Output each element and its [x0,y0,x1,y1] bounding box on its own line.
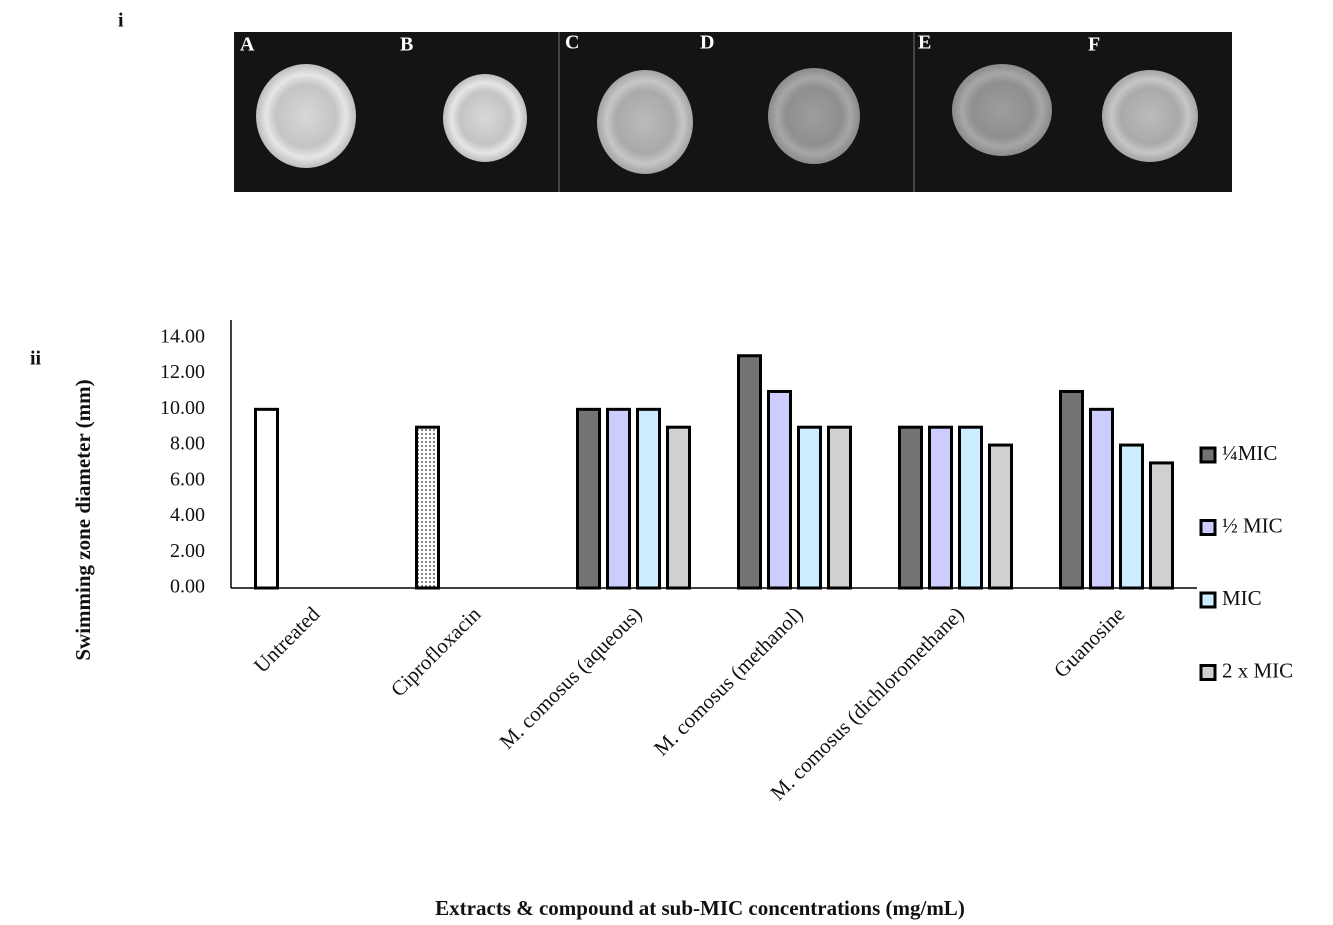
colony [256,64,356,168]
legend-swatch [1201,593,1215,607]
legend-swatch [1201,521,1215,535]
bar [829,427,851,588]
colony [952,64,1052,156]
bar [1151,463,1173,588]
photo-label: B [400,34,413,56]
bar [1091,409,1113,588]
bar [930,427,952,588]
y-tick-label: 4.00 [170,504,205,526]
x-tick-label: Ciprofloxacin [386,602,486,702]
bar [638,409,660,588]
colony [597,70,693,174]
y-axis-title: Swimming zone diameter (mm) [71,379,95,660]
photo: A B C D E F [234,32,1232,192]
legend-label: 2 x MIC [1222,658,1293,682]
y-tick-label: 6.00 [170,468,205,490]
x-tick-label: M. comosus (aqueous) [495,602,647,754]
figure: i ii A B C D E F Swimming zone diameter … [0,0,1333,925]
photo-label: D [700,32,714,54]
bar [1121,445,1143,588]
bar [578,409,600,588]
y-tick-label: 8.00 [170,433,205,455]
x-tick-label: Guanosine [1049,602,1129,682]
x-tick-label: Untreated [249,602,325,678]
page: {"panel_labels": ["i", "ii"], "photo_lab… [0,0,1333,925]
legend-label: ½ MIC [1222,513,1283,537]
bar [417,427,439,588]
colony [768,68,860,164]
y-tick-label: 10.00 [160,397,205,419]
photo-label: F [1088,34,1100,56]
bar [1061,391,1083,588]
bar [990,445,1012,588]
legend-label: ¼MIC [1222,441,1277,465]
bar [769,391,791,588]
legend-label: MIC [1222,586,1262,610]
bar [608,409,630,588]
colony [443,74,527,162]
photo-background [234,32,1232,192]
colony [1102,70,1198,162]
x-axis-title: Extracts & compound at sub-MIC concentra… [435,896,965,920]
bar [799,427,821,588]
y-tick-label: 12.00 [160,361,205,383]
y-tick-label: 14.00 [160,325,205,347]
x-tick-label: M. comosus (dichloromethane) [765,602,968,805]
bar [900,427,922,588]
bar [739,356,761,588]
bar [960,427,982,588]
panel-label: i [118,10,124,32]
y-tick-label: 0.00 [170,576,205,598]
x-tick-label: M. comosus (methanol) [649,602,807,760]
bar [668,427,690,588]
y-tick-label: 2.00 [170,540,205,562]
photo-label: C [565,32,579,54]
photo-label: E [918,32,931,54]
legend-swatch [1201,448,1215,462]
photo-label: A [240,34,255,56]
panel-label: ii [30,348,42,370]
legend-swatch [1201,666,1215,680]
bar [256,409,278,588]
